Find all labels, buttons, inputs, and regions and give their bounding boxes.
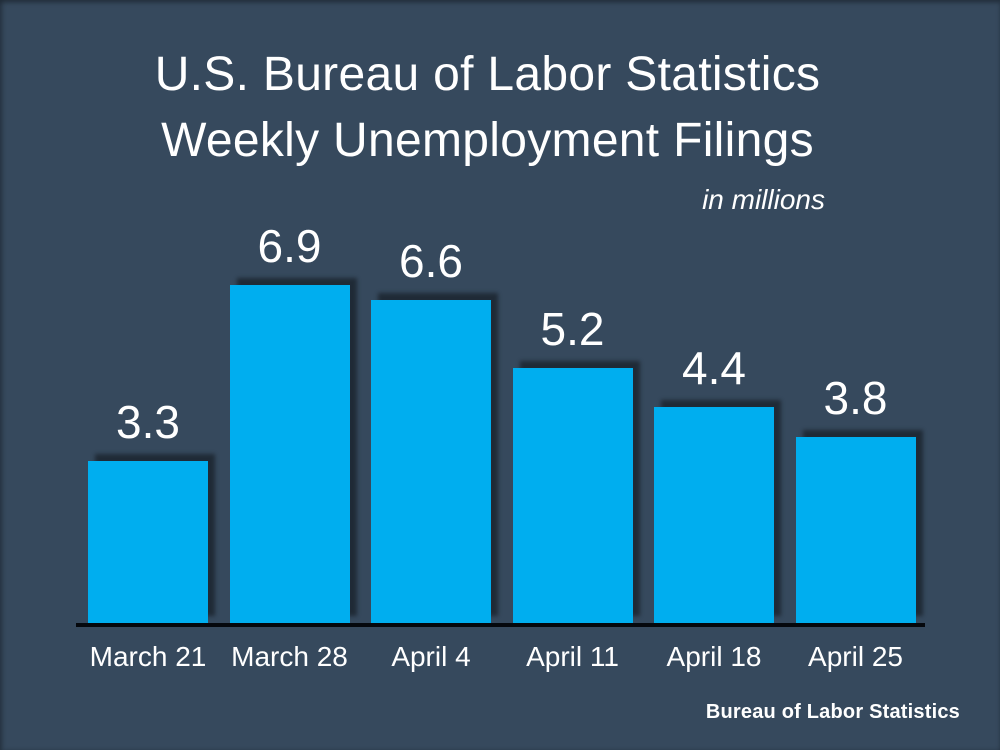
x-tick-label: March 21 xyxy=(89,641,207,672)
bar xyxy=(88,461,208,623)
bar-value-label: 5.2 xyxy=(540,303,605,355)
x-tick-label: April 25 xyxy=(808,641,903,672)
bar-value-label: 6.9 xyxy=(257,220,322,272)
bar xyxy=(795,437,916,623)
chart-title-line1: U.S. Bureau of Labor Statistics xyxy=(154,48,821,101)
x-axis-line xyxy=(76,623,925,627)
x-tick-label: April 4 xyxy=(391,641,471,672)
x-tick-label: April 18 xyxy=(666,641,762,672)
x-tick-label: April 11 xyxy=(526,641,619,672)
bar xyxy=(654,407,774,623)
bar xyxy=(512,368,633,623)
bar xyxy=(229,285,350,623)
chart-title: U.S. Bureau of Labor Statistics Weekly U… xyxy=(0,42,975,174)
bar xyxy=(371,300,491,623)
bar-value-label: 4.4 xyxy=(682,342,746,394)
source-credit: Bureau of Labor Statistics xyxy=(705,701,960,723)
bar-value-label: 6.6 xyxy=(399,235,463,287)
chart-title-line2: Weekly Unemployment Filings xyxy=(161,114,814,167)
x-tick-label: March 28 xyxy=(231,641,348,672)
bar-value-label: 3.3 xyxy=(116,396,180,448)
bar-value-label: 3.8 xyxy=(823,372,888,424)
units-label: in millions xyxy=(702,184,825,215)
